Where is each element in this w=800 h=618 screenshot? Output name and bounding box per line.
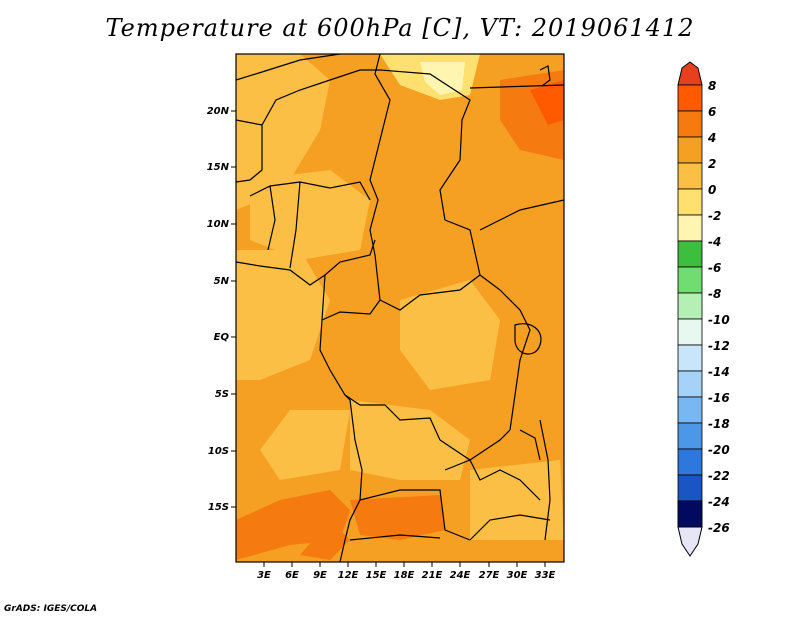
coastline — [539, 419, 551, 541]
lat-label: 10N — [207, 219, 230, 230]
colorbar-swatch — [677, 240, 703, 268]
lon-label: 6E — [285, 570, 299, 581]
border-line — [444, 459, 541, 501]
colorbar-swatch — [677, 136, 703, 164]
colorbar-label: 6 — [708, 105, 716, 119]
colorbar-swatch — [677, 188, 703, 216]
colorbar-label: 0 — [708, 183, 716, 197]
lat-label: 10S — [208, 446, 229, 457]
border-line — [469, 84, 564, 89]
lat-label: 5N — [214, 276, 230, 287]
coastline — [236, 239, 376, 286]
colorbar-swatch — [677, 448, 703, 476]
colorbar-swatch — [677, 396, 703, 424]
border-line — [236, 54, 341, 81]
colorbar-swatch — [677, 422, 703, 450]
colorbar-swatch — [677, 344, 703, 372]
lat-label: 5S — [215, 389, 229, 400]
border-line — [249, 181, 371, 201]
border-line — [267, 185, 276, 251]
field-zone-hot-south — [350, 495, 445, 540]
map-title: Temperature at 600hPa [C], VT: 201906141… — [105, 14, 695, 42]
credit-label: GrADS: IGES/COLA — [4, 604, 98, 614]
border-line — [349, 534, 441, 541]
lat-axis: 20N 15N 10N 5N EQ 5S 10S 15S — [207, 106, 236, 513]
lon-label: 12E — [338, 570, 359, 581]
colorbar-label: -24 — [708, 495, 730, 509]
border-line — [321, 299, 381, 321]
colorbar-label: -2 — [708, 209, 721, 223]
lon-label: 15E — [366, 570, 387, 581]
border-line — [379, 69, 471, 221]
lat-label: 15N — [207, 162, 230, 173]
colorbar-label: -26 — [708, 521, 730, 535]
field-zone-cool-angola — [350, 400, 470, 480]
coastline — [539, 65, 551, 87]
field-zone-hot-southwest — [236, 490, 350, 560]
border-line — [369, 229, 501, 311]
lon-label: 30E — [507, 570, 528, 581]
colorbar-swatch — [677, 370, 703, 398]
colorbar-label: 8 — [708, 79, 716, 93]
lon-label: 9E — [313, 570, 327, 581]
field-zone-cool-nigeria — [250, 170, 370, 260]
border-line — [479, 199, 564, 231]
border-line — [359, 489, 471, 541]
colorbar-bottom-arrow — [677, 526, 703, 557]
colorbar-label: -12 — [708, 339, 730, 353]
border-line — [344, 394, 511, 461]
colorbar-label: -10 — [708, 313, 730, 327]
field-zone-cool-coast — [260, 410, 350, 480]
lon-label: 18E — [394, 570, 415, 581]
borders — [236, 54, 564, 562]
colorbar-label: 2 — [708, 157, 716, 171]
field-zone-coldest — [420, 62, 465, 95]
field-zone-hot-namibia — [300, 520, 350, 560]
lat-label: 15S — [208, 502, 229, 513]
colorbar-swatch — [677, 162, 703, 190]
border-line — [444, 219, 481, 276]
lake-victoria — [514, 323, 542, 355]
lon-label: 21E — [422, 570, 443, 581]
colorbar-swatch — [677, 474, 703, 502]
map-frame — [235, 53, 565, 563]
border-line — [236, 125, 263, 183]
lat-label: 20N — [207, 106, 230, 117]
colorbar-swatch — [677, 214, 703, 242]
temperature-field — [236, 54, 564, 562]
colorbar-label: -14 — [708, 365, 730, 379]
colorbar-swatch — [677, 110, 703, 138]
field-zone-hottest — [530, 80, 564, 125]
colorbar-label: -16 — [708, 391, 730, 405]
colorbar-label: 4 — [707, 131, 716, 145]
colorbar-label: -6 — [708, 261, 721, 275]
colorbar-label: -20 — [708, 443, 730, 457]
colorbar-label: -18 — [708, 417, 730, 431]
colorbar-swatch — [677, 292, 703, 320]
colorbar-swatch — [677, 500, 703, 528]
border-line — [469, 514, 551, 541]
lon-label: 3E — [257, 570, 271, 581]
colorbar-label: -8 — [708, 287, 721, 301]
colorbar-label: -22 — [708, 469, 730, 483]
colorbar: 8 6 4 2 0 -2 -4 -6 -8 -10 -12 -14 -16 -1… — [677, 61, 730, 557]
lat-label: EQ — [214, 332, 230, 343]
lon-label: 33E — [535, 570, 556, 581]
colorbar-label: -4 — [708, 235, 721, 249]
lake-outline — [519, 429, 541, 461]
field-zone-cool-northwest — [236, 54, 330, 210]
field-zone-cool-congo — [400, 280, 500, 390]
border-line — [289, 181, 301, 269]
lon-label: 27E — [479, 570, 500, 581]
colorbar-swatch — [677, 266, 703, 294]
colorbar-top-arrow — [677, 61, 703, 86]
lon-label: 24E — [450, 570, 471, 581]
border-line — [499, 289, 531, 431]
lon-axis: 3E 6E 9E 12E 15E 18E 21E 24E 27E 30E 33E — [257, 562, 556, 581]
colorbar-swatch — [677, 318, 703, 346]
border-line — [369, 54, 391, 231]
colorbar-swatch — [677, 84, 703, 112]
